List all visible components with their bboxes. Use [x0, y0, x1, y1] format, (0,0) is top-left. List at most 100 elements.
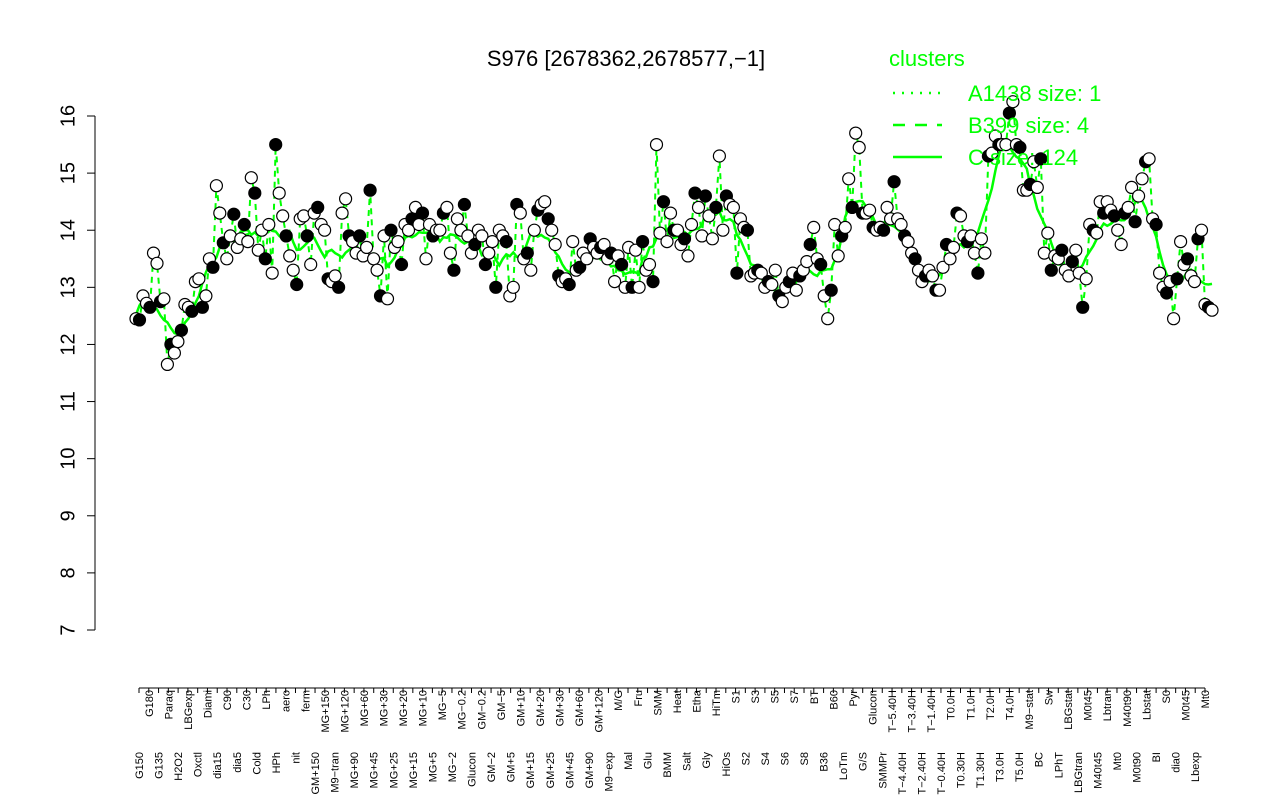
data-point	[754, 266, 768, 280]
data-point	[485, 235, 499, 249]
data-point	[318, 223, 332, 237]
x-tick-label: MG+60	[359, 690, 371, 726]
x-tick-label: Fru	[633, 690, 645, 707]
legend-label: B399 size: 4	[968, 113, 1089, 138]
data-point	[684, 217, 699, 232]
data-point	[192, 272, 206, 286]
x-tick-label: LoTm	[838, 752, 850, 780]
data-point	[740, 223, 755, 237]
data-point	[262, 217, 276, 232]
x-tick-label: GM+10	[515, 690, 527, 726]
x-tick-label: GM+30	[555, 690, 567, 726]
data-point	[244, 171, 258, 185]
data-point	[353, 229, 367, 243]
data-point	[339, 192, 353, 206]
x-tick-label: MG+45	[369, 752, 381, 788]
x-tick-label: Mt0	[1200, 690, 1212, 708]
y-tick-label: 10	[57, 448, 79, 470]
data-point	[1044, 263, 1058, 277]
legend-title: clusters	[889, 46, 965, 71]
x-tick-label: ferm	[300, 690, 312, 712]
x-tick-label: M9−exp	[603, 752, 615, 791]
x-tick-label: dia5	[232, 752, 244, 773]
data-point	[538, 195, 552, 209]
x-tick-label: GM−5	[496, 690, 508, 720]
chart-title: S976 [2678362,2678577,−1]	[487, 46, 765, 71]
x-tick-label: Diami	[202, 690, 214, 718]
data-point	[1030, 180, 1044, 194]
data-point	[251, 243, 265, 257]
data-point	[670, 223, 685, 237]
data-point	[513, 206, 527, 220]
data-point	[489, 280, 503, 294]
data-point	[304, 257, 318, 272]
data-point	[440, 200, 454, 214]
data-point	[328, 269, 342, 283]
x-tick-label: Oxctl	[193, 752, 205, 777]
data-point	[206, 260, 220, 274]
data-point	[468, 237, 482, 252]
x-tick-label: LBGexp	[183, 690, 195, 730]
data-point	[1034, 152, 1048, 166]
x-tick-label: B36	[819, 752, 831, 772]
data-point	[258, 252, 272, 266]
data-point	[862, 203, 877, 217]
x-tick-label: M9−tran	[330, 752, 342, 793]
x-tick-label: nit	[290, 752, 302, 764]
data-point	[978, 246, 992, 260]
x-tick-label: G180	[144, 690, 156, 717]
data-point	[290, 277, 304, 292]
data-point	[1090, 226, 1104, 240]
data-point	[768, 263, 782, 277]
x-tick-label: aero	[281, 690, 293, 712]
data-point	[908, 252, 922, 266]
x-tick-label: T4.0H	[1004, 690, 1016, 720]
x-tick-label: T5.0H	[1014, 752, 1026, 782]
y-tick-label: 7	[57, 624, 79, 635]
x-tick-label: Mt0	[1112, 752, 1124, 770]
data-point	[237, 217, 251, 232]
data-point	[1128, 215, 1142, 229]
x-tick-label: MG−5	[437, 690, 449, 720]
data-point	[663, 206, 678, 220]
data-point	[300, 229, 314, 243]
x-tick-label: C90	[222, 690, 234, 710]
data-point	[1173, 235, 1188, 249]
data-point	[171, 335, 185, 349]
x-tick-label: T−5.40H	[887, 690, 899, 733]
x-tick-label: M40t45	[1092, 752, 1104, 789]
x-tick-label: T1.0H	[965, 690, 977, 720]
x-tick-label: Lbtran	[1102, 690, 1114, 721]
data-point	[660, 235, 674, 249]
data-point	[807, 220, 821, 234]
data-point	[419, 252, 433, 266]
data-point	[814, 257, 828, 272]
data-point	[1055, 243, 1069, 257]
x-tick-label: MG+120	[339, 690, 351, 733]
data-point	[227, 207, 241, 221]
data-point	[443, 246, 457, 260]
data-point	[677, 232, 692, 246]
data-point	[642, 257, 657, 272]
data-point	[936, 260, 950, 274]
data-point	[1065, 255, 1079, 269]
x-tick-label: Cold	[251, 752, 263, 775]
data-point	[545, 223, 559, 237]
data-point	[157, 292, 171, 306]
data-point	[653, 226, 667, 240]
data-point	[845, 200, 859, 214]
x-tick-label: T0.0H	[946, 690, 958, 720]
data-point	[447, 263, 461, 277]
data-point	[712, 149, 727, 163]
data-point	[548, 237, 562, 252]
data-point	[450, 212, 464, 226]
data-point	[265, 266, 279, 280]
data-point	[311, 200, 325, 214]
x-tick-label: GM+5	[506, 752, 518, 782]
data-point	[279, 229, 293, 243]
data-point	[1041, 226, 1055, 240]
x-tick-label: Glucon	[467, 752, 479, 787]
data-point	[838, 220, 852, 234]
x-tick-label: GM+120	[594, 690, 606, 733]
